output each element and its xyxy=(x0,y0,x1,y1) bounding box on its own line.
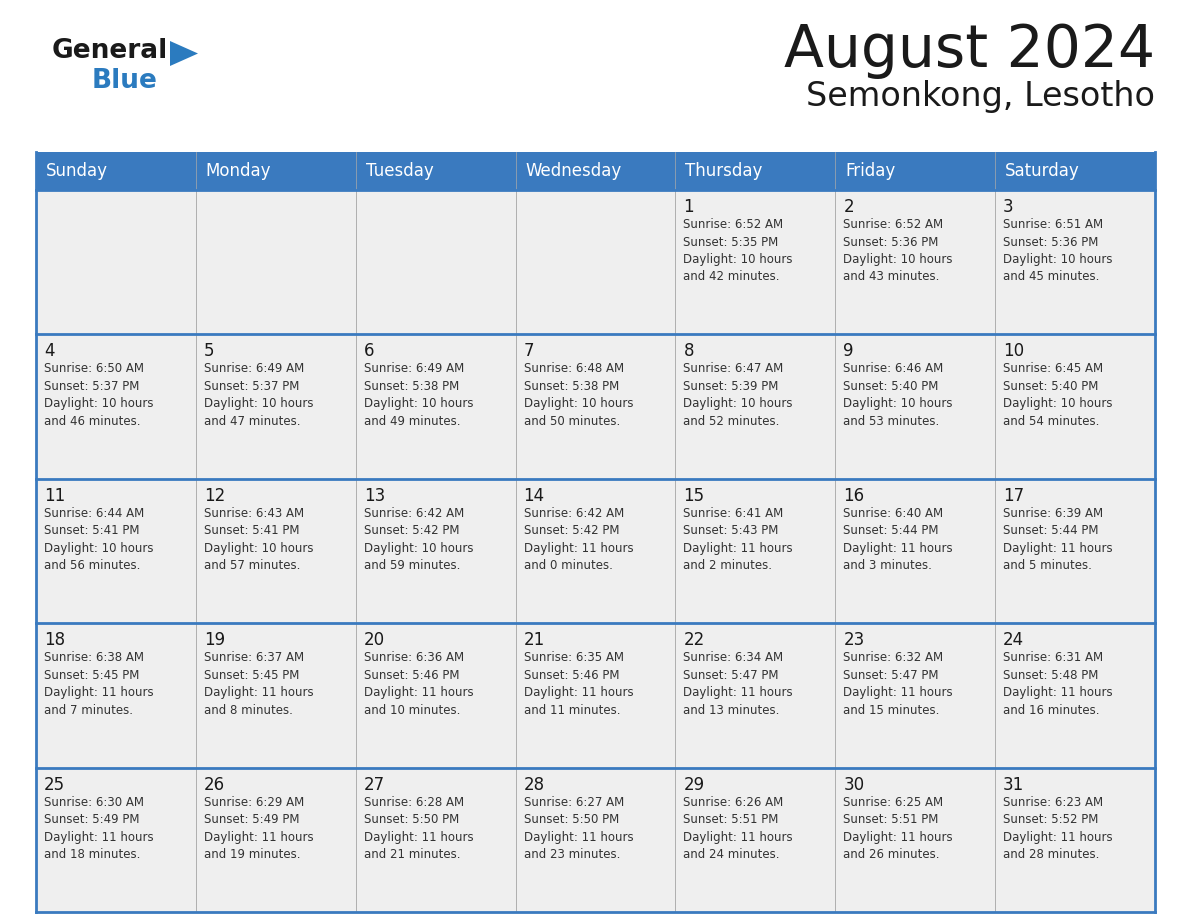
Text: 27: 27 xyxy=(364,776,385,793)
Text: 10: 10 xyxy=(1003,342,1024,361)
Text: Sunrise: 6:44 AM
Sunset: 5:41 PM
Daylight: 10 hours
and 56 minutes.: Sunrise: 6:44 AM Sunset: 5:41 PM Dayligh… xyxy=(44,507,153,572)
Text: Sunrise: 6:49 AM
Sunset: 5:37 PM
Daylight: 10 hours
and 47 minutes.: Sunrise: 6:49 AM Sunset: 5:37 PM Dayligh… xyxy=(204,363,314,428)
Text: Sunrise: 6:26 AM
Sunset: 5:51 PM
Daylight: 11 hours
and 24 minutes.: Sunrise: 6:26 AM Sunset: 5:51 PM Dayligh… xyxy=(683,796,794,861)
Bar xyxy=(36,767,1155,912)
Text: 6: 6 xyxy=(364,342,374,361)
Text: Tuesday: Tuesday xyxy=(366,162,434,180)
Text: Sunrise: 6:35 AM
Sunset: 5:46 PM
Daylight: 11 hours
and 11 minutes.: Sunrise: 6:35 AM Sunset: 5:46 PM Dayligh… xyxy=(524,651,633,717)
Text: Sunrise: 6:45 AM
Sunset: 5:40 PM
Daylight: 10 hours
and 54 minutes.: Sunrise: 6:45 AM Sunset: 5:40 PM Dayligh… xyxy=(1003,363,1113,428)
Text: 15: 15 xyxy=(683,487,704,505)
Text: 28: 28 xyxy=(524,776,544,793)
Text: Sunrise: 6:23 AM
Sunset: 5:52 PM
Daylight: 11 hours
and 28 minutes.: Sunrise: 6:23 AM Sunset: 5:52 PM Dayligh… xyxy=(1003,796,1113,861)
Text: 26: 26 xyxy=(204,776,225,793)
Text: Sunrise: 6:32 AM
Sunset: 5:47 PM
Daylight: 11 hours
and 15 minutes.: Sunrise: 6:32 AM Sunset: 5:47 PM Dayligh… xyxy=(843,651,953,717)
Text: 18: 18 xyxy=(44,632,65,649)
Text: 1: 1 xyxy=(683,198,694,216)
Text: 19: 19 xyxy=(204,632,225,649)
Text: 20: 20 xyxy=(364,632,385,649)
Text: General: General xyxy=(52,38,169,64)
Text: 12: 12 xyxy=(204,487,225,505)
Text: Sunrise: 6:29 AM
Sunset: 5:49 PM
Daylight: 11 hours
and 19 minutes.: Sunrise: 6:29 AM Sunset: 5:49 PM Dayligh… xyxy=(204,796,314,861)
Text: Sunrise: 6:42 AM
Sunset: 5:42 PM
Daylight: 10 hours
and 59 minutes.: Sunrise: 6:42 AM Sunset: 5:42 PM Dayligh… xyxy=(364,507,473,572)
Text: Wednesday: Wednesday xyxy=(525,162,621,180)
Text: Sunrise: 6:42 AM
Sunset: 5:42 PM
Daylight: 11 hours
and 0 minutes.: Sunrise: 6:42 AM Sunset: 5:42 PM Dayligh… xyxy=(524,507,633,572)
Text: 9: 9 xyxy=(843,342,854,361)
Text: Sunrise: 6:37 AM
Sunset: 5:45 PM
Daylight: 11 hours
and 8 minutes.: Sunrise: 6:37 AM Sunset: 5:45 PM Dayligh… xyxy=(204,651,314,717)
Bar xyxy=(36,479,1155,623)
Bar xyxy=(36,152,1155,190)
Text: 29: 29 xyxy=(683,776,704,793)
Text: Sunrise: 6:50 AM
Sunset: 5:37 PM
Daylight: 10 hours
and 46 minutes.: Sunrise: 6:50 AM Sunset: 5:37 PM Dayligh… xyxy=(44,363,153,428)
Text: Monday: Monday xyxy=(206,162,271,180)
Bar xyxy=(36,190,1155,334)
Text: Sunrise: 6:52 AM
Sunset: 5:35 PM
Daylight: 10 hours
and 42 minutes.: Sunrise: 6:52 AM Sunset: 5:35 PM Dayligh… xyxy=(683,218,792,284)
Text: Sunrise: 6:28 AM
Sunset: 5:50 PM
Daylight: 11 hours
and 21 minutes.: Sunrise: 6:28 AM Sunset: 5:50 PM Dayligh… xyxy=(364,796,473,861)
Text: Sunrise: 6:49 AM
Sunset: 5:38 PM
Daylight: 10 hours
and 49 minutes.: Sunrise: 6:49 AM Sunset: 5:38 PM Dayligh… xyxy=(364,363,473,428)
Text: Sunrise: 6:43 AM
Sunset: 5:41 PM
Daylight: 10 hours
and 57 minutes.: Sunrise: 6:43 AM Sunset: 5:41 PM Dayligh… xyxy=(204,507,314,572)
Text: Sunrise: 6:27 AM
Sunset: 5:50 PM
Daylight: 11 hours
and 23 minutes.: Sunrise: 6:27 AM Sunset: 5:50 PM Dayligh… xyxy=(524,796,633,861)
Text: 2: 2 xyxy=(843,198,854,216)
Text: Sunrise: 6:51 AM
Sunset: 5:36 PM
Daylight: 10 hours
and 45 minutes.: Sunrise: 6:51 AM Sunset: 5:36 PM Dayligh… xyxy=(1003,218,1113,284)
Text: 4: 4 xyxy=(44,342,55,361)
Text: Sunrise: 6:31 AM
Sunset: 5:48 PM
Daylight: 11 hours
and 16 minutes.: Sunrise: 6:31 AM Sunset: 5:48 PM Dayligh… xyxy=(1003,651,1113,717)
Text: 7: 7 xyxy=(524,342,535,361)
Text: 21: 21 xyxy=(524,632,545,649)
Text: 25: 25 xyxy=(44,776,65,793)
Text: 16: 16 xyxy=(843,487,865,505)
Text: Saturday: Saturday xyxy=(1005,162,1080,180)
Text: Sunrise: 6:39 AM
Sunset: 5:44 PM
Daylight: 11 hours
and 5 minutes.: Sunrise: 6:39 AM Sunset: 5:44 PM Dayligh… xyxy=(1003,507,1113,572)
Text: 13: 13 xyxy=(364,487,385,505)
Text: 24: 24 xyxy=(1003,632,1024,649)
Text: Sunrise: 6:47 AM
Sunset: 5:39 PM
Daylight: 10 hours
and 52 minutes.: Sunrise: 6:47 AM Sunset: 5:39 PM Dayligh… xyxy=(683,363,792,428)
Text: Sunrise: 6:52 AM
Sunset: 5:36 PM
Daylight: 10 hours
and 43 minutes.: Sunrise: 6:52 AM Sunset: 5:36 PM Dayligh… xyxy=(843,218,953,284)
Text: 11: 11 xyxy=(44,487,65,505)
Text: August 2024: August 2024 xyxy=(784,22,1155,79)
Text: Sunrise: 6:46 AM
Sunset: 5:40 PM
Daylight: 10 hours
and 53 minutes.: Sunrise: 6:46 AM Sunset: 5:40 PM Dayligh… xyxy=(843,363,953,428)
Text: 17: 17 xyxy=(1003,487,1024,505)
Text: Sunrise: 6:36 AM
Sunset: 5:46 PM
Daylight: 11 hours
and 10 minutes.: Sunrise: 6:36 AM Sunset: 5:46 PM Dayligh… xyxy=(364,651,473,717)
Text: 14: 14 xyxy=(524,487,544,505)
Text: Sunday: Sunday xyxy=(46,162,108,180)
Bar xyxy=(36,623,1155,767)
Text: Sunrise: 6:41 AM
Sunset: 5:43 PM
Daylight: 11 hours
and 2 minutes.: Sunrise: 6:41 AM Sunset: 5:43 PM Dayligh… xyxy=(683,507,794,572)
Text: Sunrise: 6:34 AM
Sunset: 5:47 PM
Daylight: 11 hours
and 13 minutes.: Sunrise: 6:34 AM Sunset: 5:47 PM Dayligh… xyxy=(683,651,794,717)
Text: Sunrise: 6:25 AM
Sunset: 5:51 PM
Daylight: 11 hours
and 26 minutes.: Sunrise: 6:25 AM Sunset: 5:51 PM Dayligh… xyxy=(843,796,953,861)
Text: 3: 3 xyxy=(1003,198,1013,216)
Bar xyxy=(36,334,1155,479)
Text: 30: 30 xyxy=(843,776,865,793)
Text: Semonkong, Lesotho: Semonkong, Lesotho xyxy=(805,80,1155,113)
Text: 31: 31 xyxy=(1003,776,1024,793)
Text: Sunrise: 6:40 AM
Sunset: 5:44 PM
Daylight: 11 hours
and 3 minutes.: Sunrise: 6:40 AM Sunset: 5:44 PM Dayligh… xyxy=(843,507,953,572)
Text: 23: 23 xyxy=(843,632,865,649)
Text: 22: 22 xyxy=(683,632,704,649)
Text: Thursday: Thursday xyxy=(685,162,763,180)
Text: Friday: Friday xyxy=(846,162,896,180)
Text: Sunrise: 6:38 AM
Sunset: 5:45 PM
Daylight: 11 hours
and 7 minutes.: Sunrise: 6:38 AM Sunset: 5:45 PM Dayligh… xyxy=(44,651,153,717)
Polygon shape xyxy=(170,41,198,66)
Text: 5: 5 xyxy=(204,342,214,361)
Text: Sunrise: 6:30 AM
Sunset: 5:49 PM
Daylight: 11 hours
and 18 minutes.: Sunrise: 6:30 AM Sunset: 5:49 PM Dayligh… xyxy=(44,796,153,861)
Text: Blue: Blue xyxy=(91,68,158,94)
Text: 8: 8 xyxy=(683,342,694,361)
Text: Sunrise: 6:48 AM
Sunset: 5:38 PM
Daylight: 10 hours
and 50 minutes.: Sunrise: 6:48 AM Sunset: 5:38 PM Dayligh… xyxy=(524,363,633,428)
